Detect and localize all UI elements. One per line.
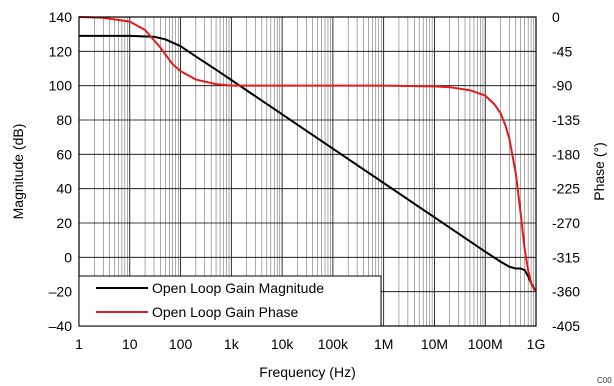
legend: Open Loop Gain Magnitude Open Loop Gain …	[78, 275, 382, 327]
figure-code: C00	[597, 376, 612, 385]
y-tick-label: 120	[49, 43, 73, 59]
series-lines	[78, 16, 537, 293]
y-tick-label: –20	[49, 284, 73, 300]
tick-labels: 1 10 100 1k 10k 100k 1M 10M 100M 1G 140 120 100 80 60 4…	[49, 9, 581, 352]
y-tick-label: 20	[56, 215, 72, 231]
y2-tick-label: -180	[552, 146, 580, 162]
x-tick-label: 100k	[318, 336, 349, 352]
y-tick-label: 100	[49, 78, 73, 94]
y-axis-title: Magnitude (dB)	[10, 124, 26, 220]
series-line-magnitude	[79, 34, 537, 293]
legend-label-phase: Open Loop Gain Phase	[152, 304, 299, 320]
x-tick-label: 1	[75, 336, 83, 352]
y2-tick-label: -135	[552, 112, 580, 128]
y-tick-label: –40	[49, 318, 73, 334]
y-tick-label: 40	[56, 181, 72, 197]
y2-tick-label: -405	[552, 318, 580, 334]
y-tick-label: 140	[49, 9, 73, 25]
y2-tick-label: -270	[552, 215, 580, 231]
x-tick-label: 1M	[374, 336, 393, 352]
y-tick-label: 80	[56, 112, 72, 128]
y-tick-label: 0	[64, 249, 72, 265]
legend-label-magnitude: Open Loop Gain Magnitude	[152, 280, 324, 296]
y2-tick-label: 0	[552, 9, 560, 25]
x-tick-label: 100	[169, 336, 193, 352]
y2-tick-label: -360	[552, 284, 580, 300]
x-tick-label: 10M	[421, 336, 448, 352]
x-tick-label: 10k	[271, 336, 295, 352]
y2-axis-title: Phase (°)	[591, 142, 607, 201]
y2-tick-label: -315	[552, 249, 580, 265]
x-tick-label: 1G	[527, 336, 546, 352]
y2-tick-label: -45	[552, 43, 572, 59]
x-tick-label: 1k	[224, 336, 240, 352]
x-axis-title: Frequency (Hz)	[259, 364, 355, 380]
y-tick-label: 60	[56, 146, 72, 162]
x-tick-label: 10	[122, 336, 138, 352]
y2-tick-label: -225	[552, 181, 580, 197]
legend-box	[78, 275, 382, 327]
y2-tick-label: -90	[552, 78, 572, 94]
gridlines	[78, 16, 536, 327]
series-line-phase	[78, 16, 537, 293]
x-tick-label: 100M	[468, 336, 503, 352]
